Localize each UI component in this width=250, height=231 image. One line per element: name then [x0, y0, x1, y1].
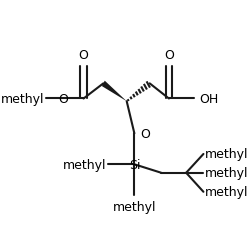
Text: methyl: methyl	[205, 148, 249, 161]
Text: O: O	[164, 49, 174, 62]
Text: methyl: methyl	[113, 200, 156, 213]
Text: methyl: methyl	[1, 93, 45, 106]
Text: OH: OH	[199, 93, 218, 106]
Text: methyl: methyl	[205, 185, 249, 198]
Text: methyl: methyl	[63, 158, 106, 171]
Text: O: O	[140, 127, 150, 140]
Polygon shape	[102, 81, 127, 102]
Text: Si: Si	[129, 158, 140, 171]
Text: O: O	[58, 93, 68, 106]
Text: methyl: methyl	[205, 167, 249, 179]
Text: O: O	[78, 49, 88, 62]
